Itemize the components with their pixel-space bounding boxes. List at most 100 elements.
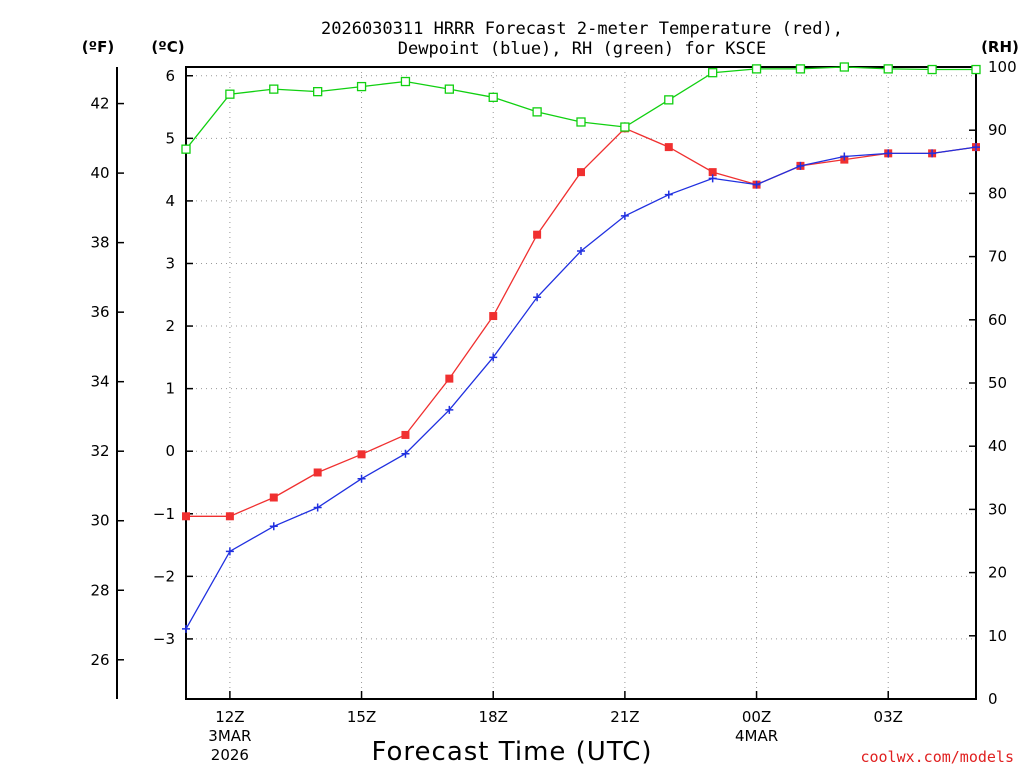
dewpoint-point bbox=[533, 293, 542, 302]
dewpoint-point bbox=[752, 180, 761, 189]
rh-point bbox=[620, 122, 630, 132]
year-tick-label: 2026 bbox=[211, 746, 249, 764]
rh-point bbox=[181, 144, 191, 154]
dewpoint-point bbox=[313, 503, 322, 512]
rh-point bbox=[971, 64, 981, 75]
rh-point bbox=[225, 89, 235, 99]
celsius-tick-label: 0 bbox=[165, 442, 175, 460]
rh-point bbox=[708, 68, 718, 78]
fahrenheit-tick-label: 40 bbox=[90, 164, 109, 182]
celsius-tick-label: 6 bbox=[165, 67, 175, 85]
date-tick-label: 4MAR bbox=[735, 727, 778, 745]
rh-point bbox=[839, 62, 849, 72]
dewpoint-point bbox=[182, 624, 190, 633]
rh-tick-label: 90 bbox=[988, 121, 1007, 139]
fahrenheit-tick-label: 28 bbox=[90, 581, 109, 599]
fahrenheit-tick-label: 36 bbox=[90, 303, 109, 321]
chart-title-line-2: Dewpoint (blue), RH (green) for KSCE bbox=[398, 39, 766, 59]
fahrenheit-tick-label: 30 bbox=[90, 512, 109, 530]
celsius-tick-label: 2 bbox=[165, 317, 175, 335]
2-meter-temperature-point bbox=[664, 143, 673, 152]
2-meter-temperature-point bbox=[269, 493, 278, 502]
2-meter-temperature-point bbox=[357, 450, 366, 459]
fahrenheit-tick-label: 42 bbox=[90, 95, 109, 113]
dewpoint-line bbox=[185, 146, 977, 630]
rh-axis: 0 10 20 30 40 50 60 70 80 90 100 bbox=[969, 58, 1017, 708]
celsius-tick-label: 1 bbox=[165, 380, 175, 398]
fahrenheit-tick-label: 38 bbox=[90, 234, 109, 252]
2-meter-temperature-point bbox=[708, 168, 717, 177]
rh-tick-label: 20 bbox=[988, 564, 1007, 582]
dewpoint-point bbox=[972, 143, 980, 152]
plot-frame bbox=[185, 66, 977, 700]
x-axis-title: Forecast Time (UTC) bbox=[371, 737, 652, 767]
rh-tick-label: 0 bbox=[988, 690, 998, 708]
dewpoint-point bbox=[401, 449, 410, 458]
rh-line bbox=[185, 66, 976, 150]
date-tick-label: 3MAR bbox=[208, 727, 251, 745]
time-tick-label: 18Z bbox=[479, 708, 508, 726]
2-meter-temperature-point bbox=[577, 168, 585, 177]
rh-tick-label: 80 bbox=[988, 184, 1007, 202]
rh-unit-label: (RH) bbox=[981, 38, 1019, 56]
series-layer bbox=[181, 62, 981, 633]
2-meter-temperature-point bbox=[313, 468, 322, 477]
dewpoint-point bbox=[664, 190, 673, 199]
dewpoint-point bbox=[928, 149, 937, 158]
dewpoint-point bbox=[357, 474, 366, 483]
rh-point bbox=[927, 64, 937, 75]
credit-link[interactable]: coolwx.com/models bbox=[860, 748, 1014, 766]
rh-point bbox=[488, 92, 498, 102]
time-tick-label: 12Z bbox=[215, 708, 244, 726]
fahrenheit-unit-label: (ºF) bbox=[82, 38, 114, 56]
rh-tick-label: 30 bbox=[988, 500, 1007, 518]
celsius-unit-label: (ºC) bbox=[151, 38, 184, 56]
rh-point bbox=[664, 95, 674, 105]
rh-point bbox=[532, 107, 542, 117]
rh-point bbox=[356, 81, 367, 92]
dewpoint-point bbox=[708, 174, 717, 183]
time-tick-label: 03Z bbox=[874, 708, 903, 726]
celsius-tick-label: 3 bbox=[165, 254, 175, 272]
dewpoint-point bbox=[884, 149, 893, 158]
dewpoint-point bbox=[489, 353, 498, 362]
rh-point bbox=[751, 64, 762, 74]
chart-title-line-1: 2026030311 HRRR Forecast 2-meter Tempera… bbox=[321, 19, 843, 39]
celsius-tick-label: −2 bbox=[153, 567, 175, 585]
dewpoint-point bbox=[269, 522, 278, 531]
rh-tick-label: 60 bbox=[988, 311, 1007, 329]
dewpoint-point bbox=[445, 405, 454, 414]
2-meter-temperature-point bbox=[401, 430, 410, 439]
rh-point bbox=[269, 84, 279, 94]
rh-tick-label: 40 bbox=[988, 437, 1007, 455]
fahrenheit-tick-label: 26 bbox=[90, 651, 109, 669]
time-tick-label: 00Z bbox=[742, 708, 771, 726]
dewpoint-point bbox=[225, 547, 234, 556]
gridlines bbox=[186, 67, 976, 699]
dewpoint-point bbox=[577, 246, 585, 255]
rh-tick-label: 100 bbox=[988, 58, 1017, 76]
dewpoint-point bbox=[840, 152, 849, 161]
dewpoint-point bbox=[796, 161, 805, 170]
rh-point bbox=[400, 76, 411, 87]
2-meter-temperature-point bbox=[445, 374, 454, 383]
rh-point bbox=[576, 117, 586, 127]
rh-point bbox=[883, 64, 893, 74]
2-meter-temperature-line bbox=[186, 127, 977, 517]
2-meter-temperature-point bbox=[489, 312, 498, 321]
rh-tick-label: 10 bbox=[988, 627, 1007, 645]
celsius-tick-label: 4 bbox=[165, 192, 175, 210]
dewpoint-point bbox=[620, 211, 629, 220]
celsius-tick-label: −3 bbox=[153, 630, 175, 648]
rh-point bbox=[444, 84, 454, 94]
rh-tick-label: 70 bbox=[988, 248, 1007, 266]
rh-tick-label: 50 bbox=[988, 374, 1007, 392]
fahrenheit-tick-label: 32 bbox=[90, 442, 109, 460]
rh-point bbox=[795, 64, 806, 74]
time-tick-label: 15Z bbox=[347, 708, 376, 726]
2-meter-temperature-point bbox=[225, 512, 234, 521]
fahrenheit-tick-label: 34 bbox=[90, 373, 109, 391]
time-tick-label: 21Z bbox=[610, 708, 639, 726]
